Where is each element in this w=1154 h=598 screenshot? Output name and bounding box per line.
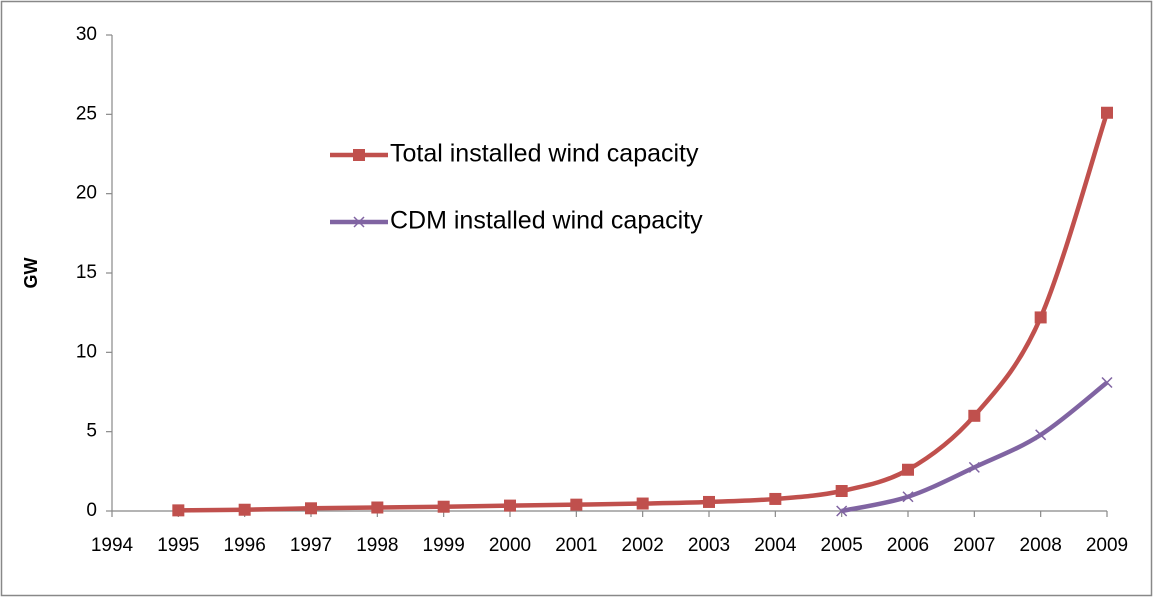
x-tick-label: 2000	[489, 535, 531, 556]
marker	[172, 504, 185, 517]
marker	[305, 502, 317, 515]
legend-label: CDM installed wind capacity	[390, 207, 703, 235]
legend: Total installed wind capacity CDM install…	[330, 140, 703, 235]
series-line	[178, 112, 1110, 513]
y-tick-label: 0	[86, 500, 97, 521]
x-tick-label: 1998	[356, 535, 398, 556]
y-tick-label: 5	[86, 421, 97, 442]
marker	[1035, 429, 1047, 441]
x-tick-label: 2003	[688, 535, 730, 556]
x-tick-label: 1999	[423, 535, 465, 556]
marker	[570, 498, 583, 511]
x-tick-label: 2008	[1020, 535, 1062, 556]
x-tick-label: 2007	[953, 535, 995, 556]
y-tick-label: 10	[76, 341, 97, 362]
marker	[238, 503, 251, 516]
marker	[902, 491, 914, 503]
x-tick-label: 1995	[157, 535, 199, 556]
marker	[968, 409, 981, 422]
marker	[636, 497, 649, 510]
marker	[836, 505, 848, 517]
x-tick-label: 1994	[91, 535, 134, 556]
x-tick-label: 2009	[1086, 535, 1128, 556]
x-tick-label: 1997	[290, 535, 332, 556]
legend-marker	[353, 216, 365, 228]
marker	[1034, 311, 1047, 324]
y-tick-label: 30	[76, 24, 97, 45]
marker	[968, 461, 980, 473]
marker	[1101, 376, 1113, 389]
x-tick-label: 2006	[887, 535, 929, 556]
x-tick-label: 2002	[622, 535, 664, 556]
marker	[437, 500, 450, 513]
x-tick-label: 1996	[224, 535, 266, 556]
y-tick-label: 15	[76, 262, 97, 283]
marker	[902, 463, 914, 476]
y-axis-title: GW	[21, 257, 41, 288]
marker	[371, 501, 384, 514]
marker	[769, 492, 782, 505]
y-tick-label: 20	[76, 183, 97, 204]
y-tick-label: 25	[76, 103, 97, 124]
marker	[835, 485, 848, 498]
x-tick-label: 2001	[555, 535, 597, 556]
legend-marker	[353, 149, 365, 161]
x-tick-label: 2005	[821, 535, 863, 556]
x-tick-label: 2004	[754, 535, 797, 556]
legend-label: Total installed wind capacity	[390, 140, 699, 168]
marker	[1101, 106, 1113, 119]
marker	[703, 495, 715, 508]
marker	[504, 499, 516, 512]
